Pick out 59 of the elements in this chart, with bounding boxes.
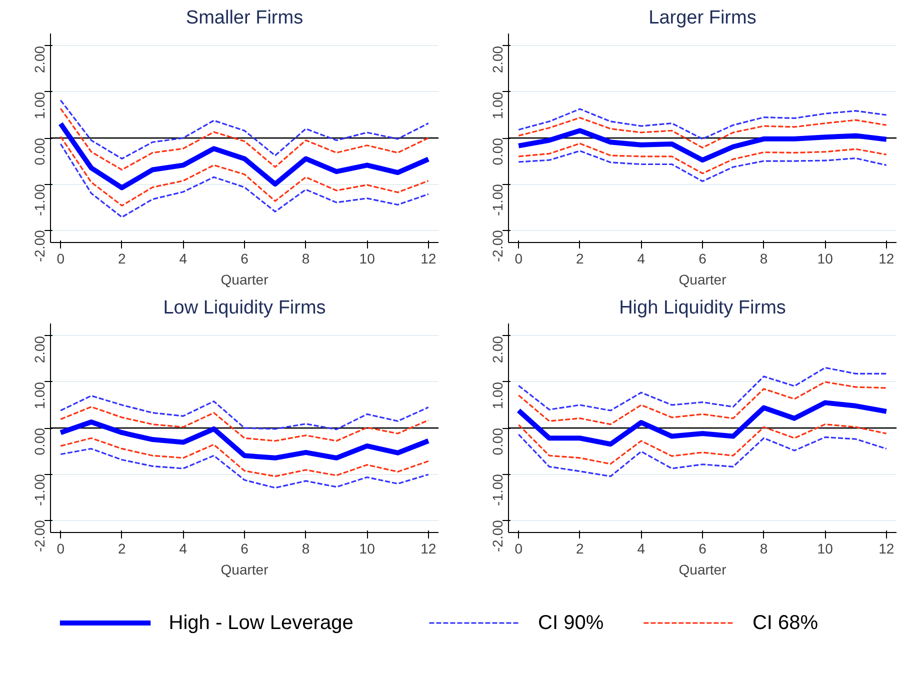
y-tick-label: -1.00 <box>32 474 48 506</box>
y-tick-label: 0.00 <box>32 138 48 166</box>
x-tick-label: 0 <box>56 540 65 556</box>
x-axis-title: Quarter <box>220 562 269 578</box>
chart-title: Smaller Firms <box>186 8 304 28</box>
x-tick-label: 10 <box>817 250 834 266</box>
y-tick-label: -2.00 <box>490 230 506 262</box>
x-tick-label: 2 <box>576 250 584 266</box>
x-tick-label: 10 <box>359 250 376 266</box>
y-tick-label: -2.00 <box>32 520 48 552</box>
chart-title: Larger Firms <box>648 8 756 28</box>
x-tick-label: 10 <box>817 540 834 556</box>
x-tick-label: 12 <box>420 540 436 556</box>
x-tick-label: 0 <box>514 540 523 556</box>
x-tick-label: 4 <box>179 540 188 556</box>
x-tick-label: 10 <box>359 540 376 556</box>
y-tick-label: 0.00 <box>490 138 506 166</box>
x-tick-label: 4 <box>637 540 646 556</box>
x-tick-label: 2 <box>118 250 126 266</box>
y-tick-label: -1.00 <box>490 184 506 216</box>
x-tick-label: 12 <box>878 540 894 556</box>
y-tick-label: 2.00 <box>490 46 506 74</box>
y-tick-label: 0.00 <box>32 428 48 456</box>
y-tick-label: -2.00 <box>32 230 48 262</box>
x-tick-label: 6 <box>240 540 249 556</box>
y-tick-label: 1.00 <box>490 92 506 120</box>
x-tick-label: 4 <box>179 250 188 266</box>
x-tick-label: 6 <box>698 250 707 266</box>
x-tick-label: 8 <box>302 250 310 266</box>
x-tick-label: 2 <box>118 540 126 556</box>
x-axis-title: Quarter <box>678 272 727 288</box>
x-axis-title: Quarter <box>220 272 269 288</box>
y-tick-label: -1.00 <box>490 474 506 506</box>
x-tick-label: 8 <box>302 540 310 556</box>
x-tick-label: 6 <box>698 540 707 556</box>
legend-label: CI 68% <box>752 612 818 634</box>
x-tick-label: 8 <box>760 250 768 266</box>
x-tick-label: 6 <box>240 250 249 266</box>
y-tick-label: 0.00 <box>490 428 506 456</box>
legend-label: CI 90% <box>538 612 604 634</box>
y-tick-label: 2.00 <box>32 336 48 364</box>
legend-label: High - Low Leverage <box>168 612 354 634</box>
x-tick-label: 0 <box>56 250 65 266</box>
x-tick-label: 12 <box>878 250 894 266</box>
x-tick-label: 0 <box>514 250 523 266</box>
x-tick-label: 4 <box>637 250 646 266</box>
chart-title: High Liquidity Firms <box>619 298 786 318</box>
x-tick-label: 2 <box>576 540 584 556</box>
y-tick-label: -1.00 <box>32 184 48 216</box>
y-tick-label: 2.00 <box>490 336 506 364</box>
x-tick-label: 8 <box>760 540 768 556</box>
y-tick-label: 1.00 <box>32 92 48 120</box>
y-tick-label: 1.00 <box>32 382 48 410</box>
chart-title: Low Liquidity Firms <box>163 298 326 318</box>
x-tick-label: 12 <box>420 250 436 266</box>
y-tick-label: -2.00 <box>490 520 506 552</box>
x-axis-title: Quarter <box>678 562 727 578</box>
y-tick-label: 2.00 <box>32 46 48 74</box>
y-tick-label: 1.00 <box>490 382 506 410</box>
